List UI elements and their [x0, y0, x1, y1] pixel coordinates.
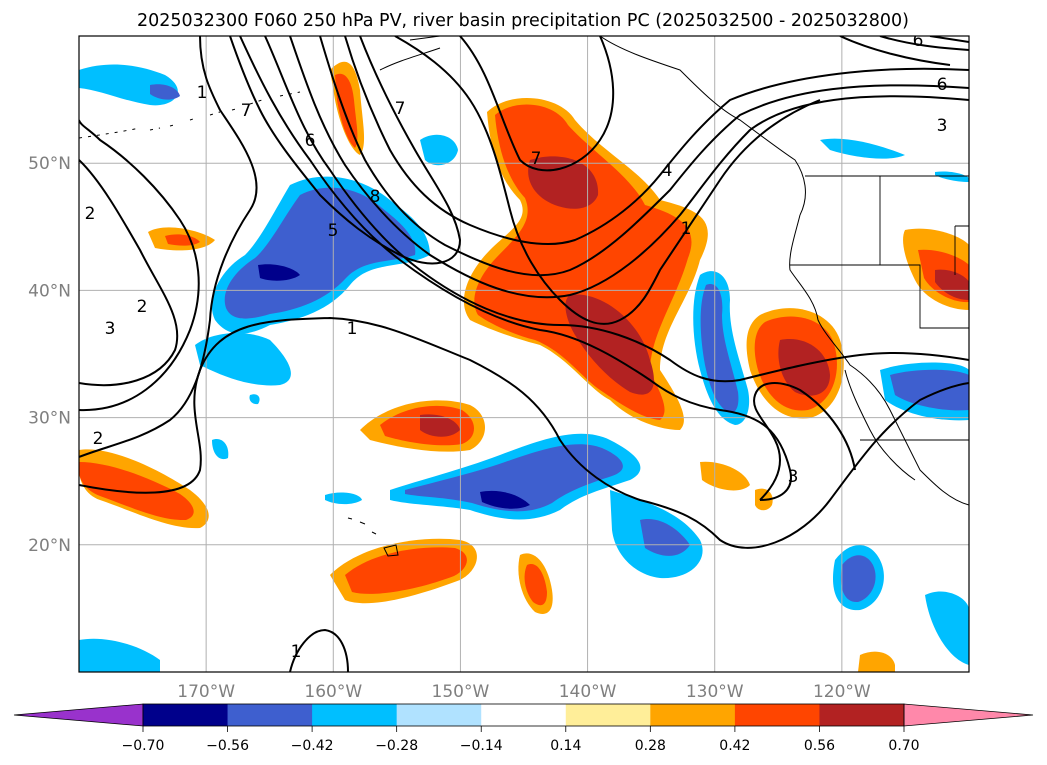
negative-region-central: [390, 433, 703, 579]
contour-label: 3: [105, 319, 116, 339]
colorbar-tick-label: −0.28: [375, 738, 418, 754]
gridlines: [79, 36, 969, 672]
colorbar-segment: [650, 704, 736, 726]
positive-region-subtropics: [79, 61, 895, 672]
lat-tick-label: 50°N: [28, 154, 71, 174]
colorbar: −0.70 −0.56 −0.42 −0.28 −0.14 0.14 0.28 0.42 0.5…: [13, 703, 1034, 754]
negative-region-south-2: [925, 591, 969, 665]
negative-region-misc: [79, 64, 969, 672]
lat-tick-label: 30°N: [28, 409, 71, 429]
lon-tick-label: 140°W: [559, 682, 617, 702]
contour-label: 1: [347, 319, 358, 339]
colorbar-frame: [142, 703, 905, 727]
positive-region-coast: [746, 308, 844, 419]
contour-label: 1: [681, 219, 692, 239]
map-frame: [78, 35, 970, 673]
colorbar-tick-label: −0.14: [460, 738, 503, 754]
coastlines: [79, 36, 969, 557]
lon-tick-label: 150°W: [432, 682, 490, 702]
lat-tick-label: 40°N: [28, 281, 71, 301]
contour-label: 1: [291, 642, 302, 662]
contour-label: 8: [370, 187, 381, 207]
positive-region-east: [903, 228, 969, 310]
colorbar-segment: [143, 704, 229, 726]
colorbar-segment: [312, 704, 398, 726]
contour-label: 3: [937, 116, 948, 136]
contour-label: 6: [305, 131, 316, 151]
colorbar-tick-label: 0.56: [804, 738, 835, 754]
negative-region-south-1-core: [840, 555, 876, 603]
contour-label: 3: [788, 467, 799, 487]
contour-label: 2: [137, 297, 148, 317]
lon-tick-label: 160°W: [304, 682, 362, 702]
pv-contour-labels: 1 7 6 7 8 5 2 2 3 1 2 7 4 1 6 3 3 1 6: [85, 31, 948, 662]
precipitation-shading: [79, 61, 969, 672]
lon-tick-label: 120°W: [813, 682, 871, 702]
chart-title: 2025032300 F060 250 hPa PV, river basin …: [137, 11, 909, 31]
latitude-labels: 50°N 40°N 30°N 20°N: [28, 154, 71, 556]
colorbar-tick-label: 0.14: [550, 738, 581, 754]
colorbar-segment: [227, 704, 313, 726]
contour-label: 6: [937, 75, 948, 95]
longitude-labels: 170°W 160°W 150°W 140°W 130°W 120°W: [177, 682, 871, 702]
contour-label: 7: [241, 101, 252, 121]
contour-label: 6: [913, 31, 924, 51]
lon-tick-label: 170°W: [177, 682, 235, 702]
colorbar-tick-label: 0.28: [635, 738, 666, 754]
colorbar-tick-label: 0.42: [719, 738, 750, 754]
colorbar-extend-high: [903, 703, 1034, 727]
colorbar-tick-label: −0.70: [122, 738, 165, 754]
contour-label: 2: [85, 204, 96, 224]
pv-contours: [79, 36, 969, 672]
colorbar-segment: [565, 704, 651, 726]
map-panel: 1 7 6 7 8 5 2 2 3 1 2 7 4 1 6 3 3 1 6 50°N 40°N 30°N 20°N 170…: [28, 31, 970, 702]
lat-tick-label: 20°N: [28, 536, 71, 556]
colorbar-segment: [819, 704, 905, 726]
colorbar-segment: [481, 704, 567, 726]
colorbar-extend-low: [13, 703, 144, 727]
contour-label: 5: [328, 221, 339, 241]
contour-label: 7: [395, 99, 406, 119]
colorbar-tick-label: −0.56: [206, 738, 249, 754]
contour-label: 4: [662, 161, 673, 181]
colorbar-segment: [396, 704, 482, 726]
colorbar-tick-label: −0.42: [291, 738, 334, 754]
lon-tick-label: 130°W: [686, 682, 744, 702]
negative-region-east: [880, 362, 969, 421]
colorbar-segment: [734, 704, 820, 726]
contour-label: 1: [197, 83, 208, 103]
contour-label: 2: [93, 429, 104, 449]
colorbar-tick-label: 0.70: [888, 738, 919, 754]
contour-label: 7: [531, 149, 542, 169]
